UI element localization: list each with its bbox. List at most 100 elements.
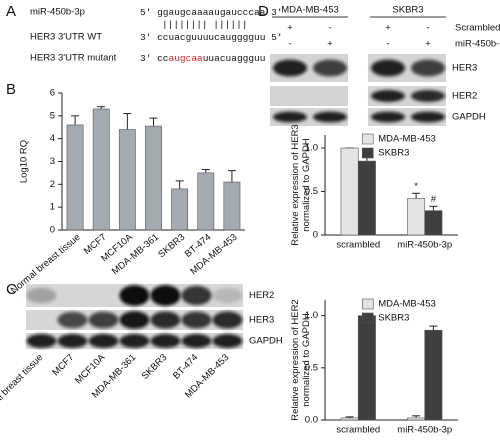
blot-band	[313, 59, 347, 77]
band-label: HER2	[452, 91, 477, 102]
bar	[357, 315, 376, 421]
bar	[407, 417, 426, 421]
bar	[340, 147, 359, 236]
lane-label: Normal breast tissue	[0, 352, 45, 421]
blot-band	[150, 285, 181, 306]
bar	[92, 108, 110, 231]
sign: -	[426, 23, 429, 34]
x-tick-label: miR-450b-3p	[397, 425, 452, 436]
blot-band	[411, 90, 445, 102]
blot-band	[181, 311, 212, 329]
y-tick-label: 3	[50, 156, 55, 167]
x-tick-label: SKBR3	[156, 232, 187, 260]
sequence-part: augcaa	[169, 53, 204, 64]
blot-band	[212, 334, 243, 348]
bar	[407, 198, 426, 236]
y-axis-label: Relative expression of HER2	[290, 299, 301, 420]
sign: -	[328, 23, 331, 34]
y-axis-label: Log10 RQ	[19, 140, 30, 183]
blot-band	[371, 111, 405, 123]
lane-label: SKBR3	[140, 352, 170, 382]
blot-band	[57, 311, 88, 329]
panel-label: A	[6, 3, 16, 20]
blot-band	[181, 285, 212, 306]
sign: +	[327, 39, 333, 50]
blot-band	[273, 111, 307, 123]
sequence: 3' ccaugcaauuacuaggguu 5'	[140, 53, 283, 64]
blot-band	[212, 288, 243, 303]
sequence-part: |||||||| ||||||	[162, 19, 248, 30]
y-tick-label: 5	[50, 110, 55, 121]
band-label: GAPDH	[249, 336, 283, 347]
sign: -	[288, 39, 291, 50]
bar	[340, 417, 359, 421]
cell-line: MDA-MB-453	[281, 5, 339, 16]
panel-label: C	[6, 281, 17, 298]
legend-label: MDA-MB-453	[378, 134, 436, 145]
y-tick-label: 0.0	[305, 415, 318, 426]
blot-band	[313, 111, 347, 123]
panel-label: D	[258, 3, 269, 20]
band-label: GAPDH	[452, 112, 486, 123]
band-label: HER2	[249, 290, 274, 301]
blot-band	[26, 287, 57, 304]
blot-strip	[270, 86, 348, 106]
y-tick-label: 0.5	[305, 186, 318, 197]
row-label: HER3 3'UTR mutant	[30, 53, 117, 64]
sign: +	[425, 39, 431, 50]
row-label: HER3 3'UTR WT	[30, 32, 102, 43]
y-tick-label: 0	[313, 230, 318, 241]
blot-band	[150, 334, 181, 348]
sequence-part: 5' ggaugcaaaaugaucccaa 3'	[140, 7, 283, 18]
bar	[145, 125, 162, 231]
band-label: HER3	[452, 63, 477, 74]
lane-label: MCF7	[50, 352, 76, 378]
row-label: miR-450b-3p	[30, 7, 85, 18]
y-tick-label: 0	[50, 225, 55, 236]
bar	[197, 172, 215, 231]
blot-band	[411, 59, 445, 77]
blot-band	[371, 59, 405, 77]
blot-band	[119, 311, 150, 329]
sequence-part: uuacuaggguu 5'	[203, 53, 283, 64]
legend-label: MDA-MB-453	[378, 299, 436, 310]
blot-band	[88, 334, 119, 348]
band-label: HER3	[249, 315, 274, 326]
blot-band	[150, 311, 181, 329]
sequence-part: 3' ccuacguuuucaugggguu 5'	[140, 32, 283, 43]
legend-swatch	[361, 298, 374, 310]
legend-label: SKBR3	[378, 313, 409, 324]
blot-band	[119, 334, 150, 348]
sequence: 3' ccuacguuuucaugggguu 5'	[140, 32, 283, 43]
blot-band	[371, 90, 405, 102]
annotation: #	[431, 194, 437, 205]
y-tick-label: 2	[50, 179, 55, 190]
y-tick-label: 1	[50, 202, 55, 213]
bar	[424, 210, 443, 236]
x-tick-label: scrambled	[336, 425, 380, 436]
sequence: |||||||| ||||||	[162, 19, 248, 30]
condition: Scrambled	[455, 23, 500, 34]
blot-band	[181, 334, 212, 348]
bar	[424, 329, 443, 421]
cell-line: SKBR3	[392, 5, 423, 16]
bar	[171, 188, 189, 231]
blot-panel: MDA-MB-453 SKBR3+ - + - Scrambled- + - + miR-450b…	[270, 5, 500, 126]
y-tick-label: 1.0	[305, 310, 318, 321]
legend-swatch	[361, 147, 374, 159]
blot-band	[119, 285, 150, 306]
condition: miR-450b-3p	[455, 39, 500, 50]
y-axis-label: normalized to GAPDH	[301, 313, 312, 407]
sequence-panel: miR-450b-3p 5' ggaugcaaaaugaucccaa 3'||||…	[30, 7, 283, 64]
blot-band	[411, 111, 445, 123]
blot-band	[88, 311, 119, 329]
y-axis-label: normalized to GAPDH	[301, 138, 312, 232]
y-tick-label: 0.5	[305, 362, 318, 373]
blot-band	[26, 334, 57, 348]
sequence: 5' ggaugcaaaaugaucccaa 3'	[140, 7, 283, 18]
bar	[357, 160, 376, 236]
blot-band	[273, 59, 307, 77]
annotation: *	[414, 181, 418, 192]
y-tick-label: 4	[50, 133, 55, 144]
